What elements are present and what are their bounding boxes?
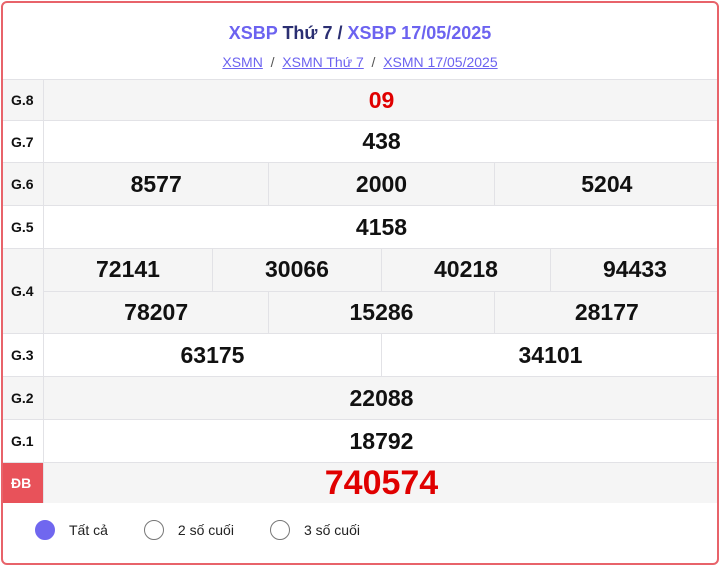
prize-number: 94433: [550, 249, 717, 291]
prize-number: 63175: [180, 341, 245, 368]
radio-selected-icon[interactable]: [35, 520, 55, 540]
title-date[interactable]: XSBP 17/05/2025: [347, 23, 492, 43]
prize-number: 438: [362, 128, 401, 154]
page-title: XSBP Thứ 7 / XSBP 17/05/2025: [3, 23, 717, 44]
prize-row-g5: G.5 4158: [3, 205, 717, 248]
filter-last-3[interactable]: 3 số cuối: [269, 520, 360, 540]
prize-label: G.7: [3, 121, 44, 162]
prize-number: 72141: [96, 256, 160, 283]
prize-number: 2000: [268, 163, 493, 205]
prize-number: 40218: [381, 249, 550, 291]
prize-row-g7: G.7 438: [3, 120, 717, 162]
prize-number: 5204: [493, 163, 717, 205]
prize-row-g4: G.4 72141 30066 40218 94433 78207 15286 28177: [3, 248, 717, 333]
results-table: G.8 09 G.7 438 G.6 8577 2000 5204 G.5 4158 G.4 7214…: [3, 79, 717, 503]
filter-all[interactable]: Tất cả: [35, 520, 108, 540]
prize-label: G.6: [3, 163, 44, 205]
prize-number: 18792: [349, 427, 414, 454]
prize-label: G.8: [3, 80, 44, 120]
prize-number: 22088: [349, 384, 414, 411]
prize-number: 4158: [355, 213, 408, 240]
prize-number: 30066: [212, 249, 381, 291]
title-day: Thứ 7 /: [277, 23, 348, 43]
prize-label: G.1: [3, 420, 44, 462]
breadcrumb-xsmn-date[interactable]: XSMN 17/05/2025: [383, 54, 498, 70]
radio-icon[interactable]: [269, 520, 290, 540]
prize-number: 09: [368, 86, 395, 113]
prize-row-g8: G.8 09: [3, 79, 717, 120]
prize-number: 15286: [268, 291, 493, 333]
breadcrumb: XSMN / XSMN Thứ 7 / XSMN 17/05/2025: [3, 54, 717, 70]
digit-filter: Tất cả 2 số cuối 3 số cuối: [35, 520, 396, 540]
prize-label: G.3: [3, 334, 44, 376]
prize-label: G.5: [3, 206, 44, 248]
filter-label: 3 số cuối: [303, 522, 360, 538]
prize-row-g3: G.3 63175 34101: [3, 333, 717, 376]
prize-row-g6: G.6 8577 2000 5204: [3, 162, 717, 205]
prize-row-special: ĐB 740574: [3, 462, 717, 503]
breadcrumb-separator: /: [270, 54, 275, 70]
breadcrumb-xsmn[interactable]: XSMN: [222, 54, 263, 70]
title-province[interactable]: XSBP: [228, 23, 278, 43]
prize-label: ĐB: [3, 463, 44, 503]
prize-number: 740574: [324, 463, 439, 502]
prize-number: 78207: [124, 298, 189, 325]
prize-label: G.4: [3, 249, 44, 333]
breadcrumb-separator: /: [371, 54, 376, 70]
breadcrumb-xsmn-day[interactable]: XSMN Thứ 7: [282, 54, 364, 70]
filter-label: 2 số cuối: [177, 522, 234, 538]
prize-number: 34101: [381, 334, 717, 376]
radio-icon[interactable]: [143, 520, 164, 540]
filter-label: Tất cả: [69, 522, 108, 538]
prize-number: 8577: [130, 170, 182, 197]
prize-number: 28177: [493, 291, 717, 333]
prize-row-g2: G.2 22088: [3, 376, 717, 419]
filter-last-2[interactable]: 2 số cuối: [143, 520, 234, 540]
prize-row-g1: G.1 18792: [3, 419, 717, 462]
prize-label: G.2: [3, 377, 44, 419]
